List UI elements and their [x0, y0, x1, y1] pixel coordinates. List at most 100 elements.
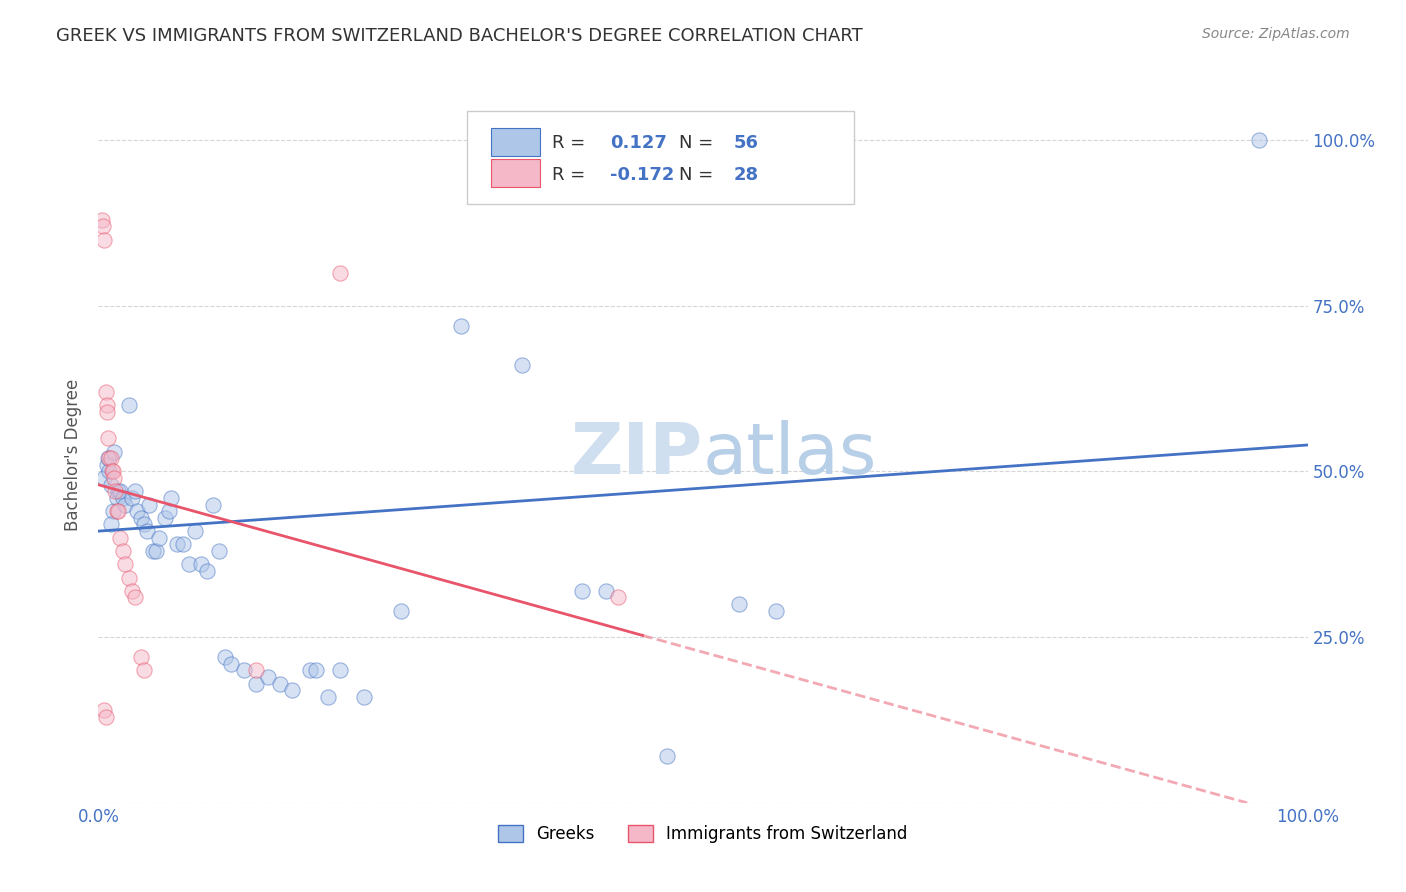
FancyBboxPatch shape [492, 159, 540, 187]
Point [232, 663, 254, 677]
Point [114, 558, 136, 572]
Legend: Greeks, Immigrants from Switzerland: Greeks, Immigrants from Switzerland [492, 819, 914, 850]
Point [299, 663, 322, 677]
Point [329, 663, 352, 677]
Point [107, 484, 129, 499]
Point [134, 663, 156, 677]
Text: N =: N = [679, 166, 718, 185]
Point [316, 690, 339, 704]
Point [157, 504, 180, 518]
Point [389, 604, 412, 618]
Point [98, 465, 121, 479]
Point [94, 384, 117, 399]
Point [105, 491, 128, 505]
Point [202, 498, 225, 512]
Point [208, 544, 231, 558]
Text: Source: ZipAtlas.com: Source: ZipAtlas.com [1202, 27, 1350, 41]
Text: N =: N = [679, 134, 718, 153]
Text: R =: R = [551, 166, 591, 185]
Point [305, 663, 328, 677]
Point [100, 465, 122, 479]
Point [100, 517, 122, 532]
Point [172, 537, 194, 551]
Point [100, 451, 122, 466]
Point [655, 749, 678, 764]
Point [114, 498, 136, 512]
Point [121, 491, 143, 505]
Point [142, 544, 165, 558]
Point [101, 465, 124, 479]
Text: 28: 28 [734, 166, 758, 185]
Point [118, 398, 141, 412]
FancyBboxPatch shape [467, 111, 855, 204]
Text: ZIP: ZIP [571, 420, 703, 490]
Point [221, 657, 243, 671]
Point [127, 504, 149, 518]
Point [329, 266, 352, 280]
Point [121, 583, 143, 598]
Point [1249, 133, 1271, 147]
Point [96, 405, 118, 419]
Point [607, 591, 630, 605]
Point [245, 676, 267, 690]
Point [124, 484, 146, 499]
Point [195, 564, 218, 578]
Point [103, 471, 125, 485]
Point [98, 451, 121, 466]
Text: 0.127: 0.127 [610, 134, 666, 153]
Point [107, 504, 129, 518]
Point [510, 359, 533, 373]
Point [281, 683, 304, 698]
Y-axis label: Bachelor's Degree: Bachelor's Degree [65, 379, 83, 531]
Point [190, 558, 212, 572]
Point [353, 690, 375, 704]
Point [96, 458, 118, 472]
Text: 56: 56 [734, 134, 758, 153]
Point [166, 537, 188, 551]
Point [103, 444, 125, 458]
Point [118, 570, 141, 584]
Point [269, 676, 291, 690]
Point [135, 524, 157, 538]
Point [111, 491, 134, 505]
Point [91, 212, 114, 227]
Point [91, 219, 114, 234]
Point [184, 524, 207, 538]
Point [160, 491, 183, 505]
Point [256, 670, 278, 684]
Point [93, 703, 115, 717]
Point [179, 558, 201, 572]
Text: R =: R = [551, 134, 591, 153]
Point [138, 498, 160, 512]
Point [450, 318, 472, 333]
Point [104, 484, 127, 499]
Point [108, 484, 131, 499]
Point [94, 709, 117, 723]
Point [765, 604, 787, 618]
Point [214, 650, 236, 665]
Point [100, 477, 122, 491]
Point [145, 544, 167, 558]
Point [111, 544, 134, 558]
Point [124, 591, 146, 605]
Point [93, 471, 115, 485]
Point [97, 451, 120, 466]
Point [105, 504, 128, 518]
Point [93, 233, 115, 247]
Text: GREEK VS IMMIGRANTS FROM SWITZERLAND BACHELOR'S DEGREE CORRELATION CHART: GREEK VS IMMIGRANTS FROM SWITZERLAND BAC… [56, 27, 863, 45]
Point [129, 650, 152, 665]
Point [101, 504, 124, 518]
Point [728, 597, 751, 611]
Point [108, 531, 131, 545]
Point [148, 531, 170, 545]
Point [97, 431, 120, 445]
Point [96, 398, 118, 412]
Point [129, 511, 152, 525]
Text: -0.172: -0.172 [610, 166, 675, 185]
FancyBboxPatch shape [492, 128, 540, 156]
Point [134, 517, 156, 532]
Point [153, 511, 176, 525]
Text: atlas: atlas [703, 420, 877, 490]
Point [245, 663, 267, 677]
Point [595, 583, 617, 598]
